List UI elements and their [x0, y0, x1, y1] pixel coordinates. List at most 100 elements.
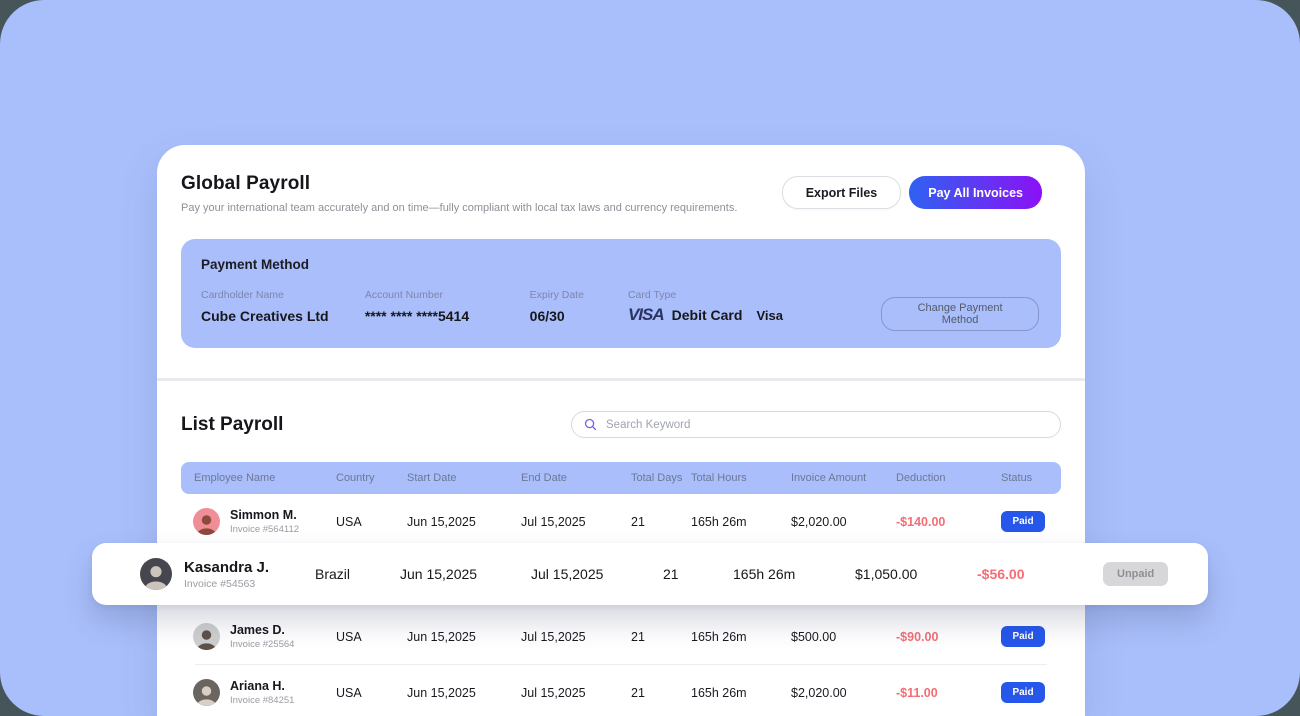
cell-invoice-amount: $500.00	[791, 629, 837, 644]
cell-country: Brazil	[315, 566, 351, 582]
cell-start-date: Jun 15,2025	[400, 566, 478, 582]
expiry-date-field: Expiry Date 06/30	[530, 289, 628, 324]
cell-total-hours: 165h 26m	[691, 629, 747, 644]
highlighted-table-row[interactable]: Kasandra J. Invoice #54563 Brazil Jun 15…	[92, 543, 1208, 605]
account-number-value: **** **** ****5414	[364, 308, 470, 324]
pay-all-invoices-button[interactable]: Pay All Invoices	[909, 176, 1042, 209]
payment-method-fields: Cardholder Name Cube Creatives Ltd Accou…	[201, 289, 1039, 331]
status-badge: Unpaid	[1103, 562, 1169, 586]
status-badge: Paid	[1001, 511, 1045, 532]
list-payroll-title: List Payroll	[181, 413, 284, 435]
cell-end-date: Jul 15,2025	[521, 629, 586, 644]
col-employee-name: Employee Name	[194, 472, 276, 484]
page-subtitle: Pay your international team accurately a…	[181, 202, 738, 214]
cardholder-value: Cube Creatives Ltd	[201, 308, 329, 324]
global-payroll-card: Global Payroll Pay your international te…	[157, 145, 1085, 716]
row-divider	[195, 664, 1047, 665]
person-icon	[144, 566, 168, 590]
employee-invoice: Invoice #84251	[230, 695, 295, 706]
table-row[interactable]: Simmon M. Invoice #564112 USA Jun 15,202…	[181, 494, 1061, 549]
employee-name: Simmon M.	[230, 508, 297, 522]
card-type-field: Card Type VISA Debit Card Visa	[628, 289, 881, 325]
table-row[interactable]: Ariana H. Invoice #84251 USA Jun 15,2025…	[181, 665, 1061, 716]
cell-invoice-amount: $1,050.00	[855, 566, 918, 582]
cell-country: USA	[336, 629, 362, 644]
cell-start-date: Jun 15,2025	[407, 629, 476, 644]
status-badge: Paid	[1001, 682, 1045, 703]
table-header: Employee Name Country Start Date End Dat…	[181, 462, 1061, 494]
cell-employee: Simmon M. Invoice #564112	[181, 508, 336, 535]
col-country: Country	[336, 472, 375, 484]
account-number-label: Account Number	[364, 289, 444, 301]
search-icon	[584, 418, 597, 431]
page-title: Global Payroll	[181, 173, 311, 194]
cell-invoice-amount: $2,020.00	[791, 514, 847, 529]
col-status: Status	[1001, 472, 1033, 484]
list-payroll-header: List Payroll	[181, 411, 1061, 438]
cell-employee: Ariana H. Invoice #84251	[181, 679, 336, 706]
cell-employee: Kasandra J. Invoice #54563	[92, 558, 315, 590]
cell-total-days: 21	[663, 566, 679, 582]
payment-method-title: Payment Method	[201, 257, 310, 272]
person-icon	[196, 630, 217, 650]
card-network-value: Visa	[756, 307, 783, 323]
account-number-field: Account Number **** **** ****5414	[365, 289, 530, 324]
header-buttons: Export Files Pay All Invoices	[781, 176, 1042, 209]
col-total-hours: Total Hours	[691, 472, 747, 484]
cell-total-days: 21	[631, 629, 645, 644]
person-icon	[196, 686, 217, 706]
cell-country: USA	[336, 685, 362, 700]
expiry-date-value: 06/30	[529, 308, 565, 324]
cell-start-date: Jun 15,2025	[407, 514, 476, 529]
avatar	[193, 623, 220, 650]
cell-invoice-amount: $2,020.00	[791, 685, 847, 700]
employee-invoice: Invoice #564112	[230, 524, 300, 535]
cell-end-date: Jul 15,2025	[521, 685, 586, 700]
col-start-date: Start Date	[407, 472, 457, 484]
avatar	[193, 508, 220, 535]
col-end-date: End Date	[521, 472, 567, 484]
employee-invoice: Invoice #25564	[230, 639, 295, 650]
card-type-value: Debit Card	[671, 307, 743, 323]
cell-country: USA	[336, 514, 362, 529]
cell-deduction: -$11.00	[896, 685, 938, 700]
list-payroll-section: List Payroll	[157, 411, 1085, 716]
cell-end-date: Jul 15,2025	[531, 566, 604, 582]
cell-total-days: 21	[631, 514, 645, 529]
cardholder-label: Cardholder Name	[201, 289, 284, 301]
cell-total-hours: 165h 26m	[691, 514, 747, 529]
cell-total-hours: 165h 26m	[733, 566, 796, 582]
employee-name: Ariana H.	[230, 679, 285, 693]
payment-method-panel: Payment Method Cardholder Name Cube Crea…	[181, 239, 1061, 348]
employee-name: James D.	[230, 623, 285, 637]
cell-deduction: -$140.00	[896, 514, 946, 529]
avatar	[193, 679, 220, 706]
visa-logo-icon: VISA	[627, 305, 665, 324]
table-row[interactable]: James D. Invoice #25564 USA Jun 15,2025 …	[181, 609, 1061, 664]
cardholder-field: Cardholder Name Cube Creatives Ltd	[201, 289, 365, 324]
search-box[interactable]	[571, 411, 1061, 438]
card-header: Global Payroll Pay your international te…	[157, 145, 1085, 214]
card-type-line: VISA Debit Card Visa	[628, 305, 881, 325]
section-divider	[157, 378, 1085, 381]
employee-invoice: Invoice #54563	[184, 577, 256, 590]
cell-end-date: Jul 15,2025	[521, 514, 586, 529]
cell-start-date: Jun 15,2025	[407, 685, 476, 700]
cell-deduction: -$56.00	[977, 566, 1025, 582]
cell-total-days: 21	[631, 685, 645, 700]
cell-employee: James D. Invoice #25564	[181, 623, 336, 650]
col-invoice-amount: Invoice Amount	[791, 472, 867, 484]
export-files-button[interactable]: Export Files	[781, 176, 902, 209]
search-input[interactable]	[606, 418, 1049, 431]
status-badge: Paid	[1001, 626, 1045, 647]
avatar	[140, 558, 172, 590]
col-deduction: Deduction	[896, 472, 946, 484]
card-type-label: Card Type	[627, 289, 677, 301]
title-block: Global Payroll Pay your international te…	[181, 173, 737, 214]
col-total-days: Total Days	[631, 472, 683, 484]
expiry-date-label: Expiry Date	[529, 289, 584, 301]
employee-name: Kasandra J.	[184, 558, 270, 576]
cell-total-hours: 165h 26m	[691, 685, 747, 700]
change-payment-method-button[interactable]: Change Payment Method	[881, 297, 1039, 331]
